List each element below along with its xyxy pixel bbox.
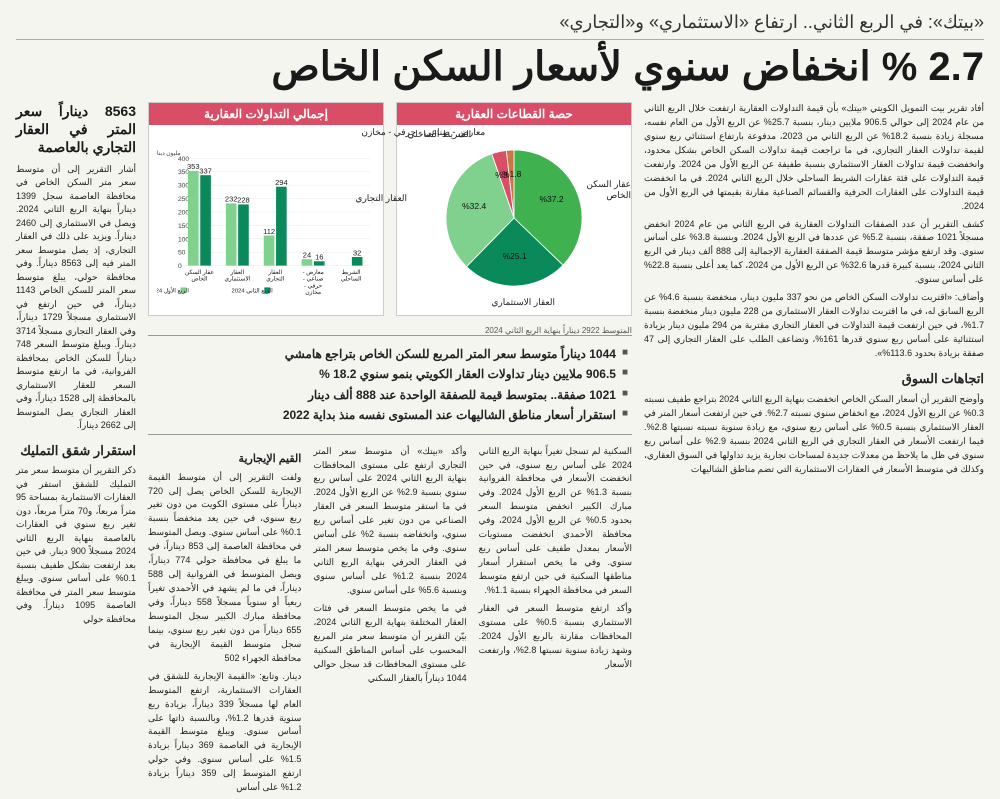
- pie-label-1: العقار الاستثماري: [491, 297, 555, 308]
- mid-p5: ولفت التقرير إلى أن متوسط القيمة الإيجار…: [148, 471, 301, 666]
- y-tick: 200: [178, 209, 189, 216]
- bar-title: إجمالي التداولات العقارية: [149, 103, 383, 125]
- bar-svg: مليون دينار كويتي05010015020025030035040…: [157, 131, 375, 313]
- pie-pct-4: %1.8: [502, 169, 522, 179]
- mid-col-a: السكنية لم تسجل تغيراً بنهاية الربع الثا…: [479, 445, 632, 799]
- y-tick: 250: [178, 196, 189, 203]
- pie-label-2: العقار التجاري: [355, 193, 407, 204]
- lower-columns: السكنية لم تسجل تغيراً بنهاية الربع الثا…: [148, 445, 632, 799]
- pie-pct-1: %25.1: [503, 251, 527, 261]
- trends-head: اتجاهات السوق: [644, 369, 984, 389]
- lead-column: أفاد تقرير بيت التمويل الكويتي «بيتك» بأ…: [644, 102, 984, 799]
- bar-0-0: [188, 171, 199, 266]
- bullets-block: 1044 ديناراً متوسط سعر المتر المربع للسك…: [148, 335, 632, 435]
- bar-cat-3: معارض -: [302, 269, 323, 276]
- y-tick: 300: [178, 183, 189, 190]
- bar-cat-3: مخازن: [305, 289, 321, 296]
- mid-p2: وأكد ارتفع متوسط السعر في العقار الاستثم…: [479, 602, 632, 672]
- bar-val-0-0: 353: [187, 162, 200, 171]
- pie-label-4: معارض - صناعي - حرفي - مخازن: [361, 127, 485, 138]
- bar-val-2-1: 294: [275, 178, 288, 187]
- middle-column: حصة القطاعات العقارية %37.2%25.1%32.4%3.…: [148, 102, 632, 799]
- bar-cat-1: الاستثماري: [224, 276, 250, 283]
- bar-4-1: [352, 257, 363, 266]
- lead-p2: كشف التقرير أن عدد الصفقات التداولات الع…: [644, 218, 984, 288]
- bar-1-0: [226, 203, 237, 265]
- bar-2-1: [276, 187, 287, 266]
- pie-label-0: عقار السكن الخاص: [568, 179, 631, 201]
- bar-canvas: مليون دينار كويتي05010015020025030035040…: [149, 125, 383, 315]
- bar-caption: المتوسط 2922 ديناراً بنهاية الربع الثاني…: [148, 326, 632, 335]
- legend-label-1: الربع الثاني 2024: [232, 287, 274, 294]
- charts-row: حصة القطاعات العقارية %37.2%25.1%32.4%3.…: [148, 102, 632, 316]
- bar-val-1-0: 232: [225, 195, 238, 204]
- bar-cat-1: العقار: [229, 269, 244, 276]
- lead-p3: وأضاف: «اقتربت تداولات السكن الخاص من نح…: [644, 291, 984, 361]
- bar-cat-4: الساحلي: [341, 276, 362, 283]
- pie-canvas: %37.2%25.1%32.4%3.5%1.8 عقار السكن الخاص…: [397, 125, 631, 315]
- sidebar-p2: ذكر التقرير أن متوسط سعر متر التمليك للش…: [16, 464, 136, 626]
- y-tick: 50: [178, 250, 186, 257]
- bar-1-1: [238, 204, 249, 265]
- rent-head: القيم الإيجارية: [148, 451, 301, 468]
- bar-0-1: [200, 175, 211, 265]
- y-tick: 150: [178, 223, 189, 230]
- sidebar-head2: استقرار شقق التمليك: [16, 441, 136, 461]
- bar-cat-2: العقار: [267, 269, 282, 276]
- pie-svg: %37.2%25.1%32.4%3.5%1.8: [429, 133, 599, 303]
- bar-chart-box: إجمالي التداولات العقارية مليون دينار كو…: [148, 102, 384, 316]
- bar-2-0: [264, 236, 275, 266]
- y-tick: 100: [178, 236, 189, 243]
- pie-pct-0: %37.2: [539, 194, 563, 204]
- bullet-0: 1044 ديناراً متوسط سعر المتر المربع للسك…: [152, 344, 628, 364]
- bar-cat-3: حرفي -: [304, 283, 322, 289]
- pie-pct-2: %32.4: [462, 201, 486, 211]
- bar-cat-4: الشريط: [341, 269, 360, 276]
- bar-val-3-0: 24: [303, 250, 311, 259]
- mid-p1: السكنية لم تسجل تغيراً بنهاية الربع الثا…: [479, 445, 632, 598]
- mid-p6: دينار. وتابع: «القيمة الإيجارية للشقق في…: [148, 670, 301, 795]
- bar-cat-0: عقار السكن: [185, 269, 214, 276]
- bar-cat-2: التجاري: [266, 276, 285, 283]
- pie-chart-box: حصة القطاعات العقارية %37.2%25.1%32.4%3.…: [396, 102, 632, 316]
- mid-p4: في ما يخص متوسط السعر في فئات العقار الم…: [313, 602, 466, 686]
- lead-p4: وأوضح التقرير أن أسعار السكن الخاص انخفض…: [644, 393, 984, 477]
- bullet-3: استقرار أسعار مناطق الشاليهات عند المستو…: [152, 405, 628, 425]
- bar-val-0-1: 337: [199, 167, 212, 176]
- bar-val-1-1: 228: [237, 196, 250, 205]
- bar-cat-3: صناعي -: [303, 276, 324, 283]
- bar-cat-0: الخاص: [191, 276, 207, 283]
- legend-label-0: الربع الأول 2024: [157, 285, 189, 294]
- mid-col-b: وأكد «بيتك» أن متوسط سعر المتر التجاري ا…: [313, 445, 466, 799]
- bullet-2: 1021 صفقة.. بمتوسط قيمة للصفقة الواحدة ع…: [152, 385, 628, 405]
- main-headline: 2.7 % انخفاض سنوي لأسعار السكن الخاص: [16, 44, 984, 90]
- bar-val-2-0: 112: [263, 227, 275, 236]
- bar-unit: مليون دينار كويتي: [157, 150, 180, 157]
- sidebar-p1: أشار التقرير إلى أن متوسط سعر متر السكن …: [16, 163, 136, 433]
- bar-3-1: [314, 261, 325, 265]
- bullet-1: 906.5 ملايين دينار تداولات العقار الكويت…: [152, 364, 628, 384]
- bar-3-0: [302, 259, 313, 265]
- bar-val-3-1: 16: [315, 253, 323, 262]
- sidebar-column: 8563 ديناراً سعر المتر في العقار التجاري…: [16, 102, 136, 799]
- mid-p3: وأكد «بيتك» أن متوسط سعر المتر التجاري ا…: [313, 445, 466, 598]
- sidebar-box-title: 8563 ديناراً سعر المتر في العقار التجاري…: [16, 102, 136, 157]
- main-grid: أفاد تقرير بيت التمويل الكويتي «بيتك» بأ…: [16, 102, 984, 799]
- y-tick: 0: [178, 263, 182, 270]
- lead-p1: أفاد تقرير بيت التمويل الكويتي «بيتك» بأ…: [644, 102, 984, 214]
- bar-val-4-1: 32: [353, 248, 361, 257]
- pie-title: حصة القطاعات العقارية: [397, 103, 631, 125]
- kicker-line: «بيتك»: في الربع الثاني.. ارتفاع «الاستث…: [16, 12, 984, 40]
- mid-col-c: القيم الإيجارية ولفت التقرير إلى أن متوس…: [148, 445, 301, 799]
